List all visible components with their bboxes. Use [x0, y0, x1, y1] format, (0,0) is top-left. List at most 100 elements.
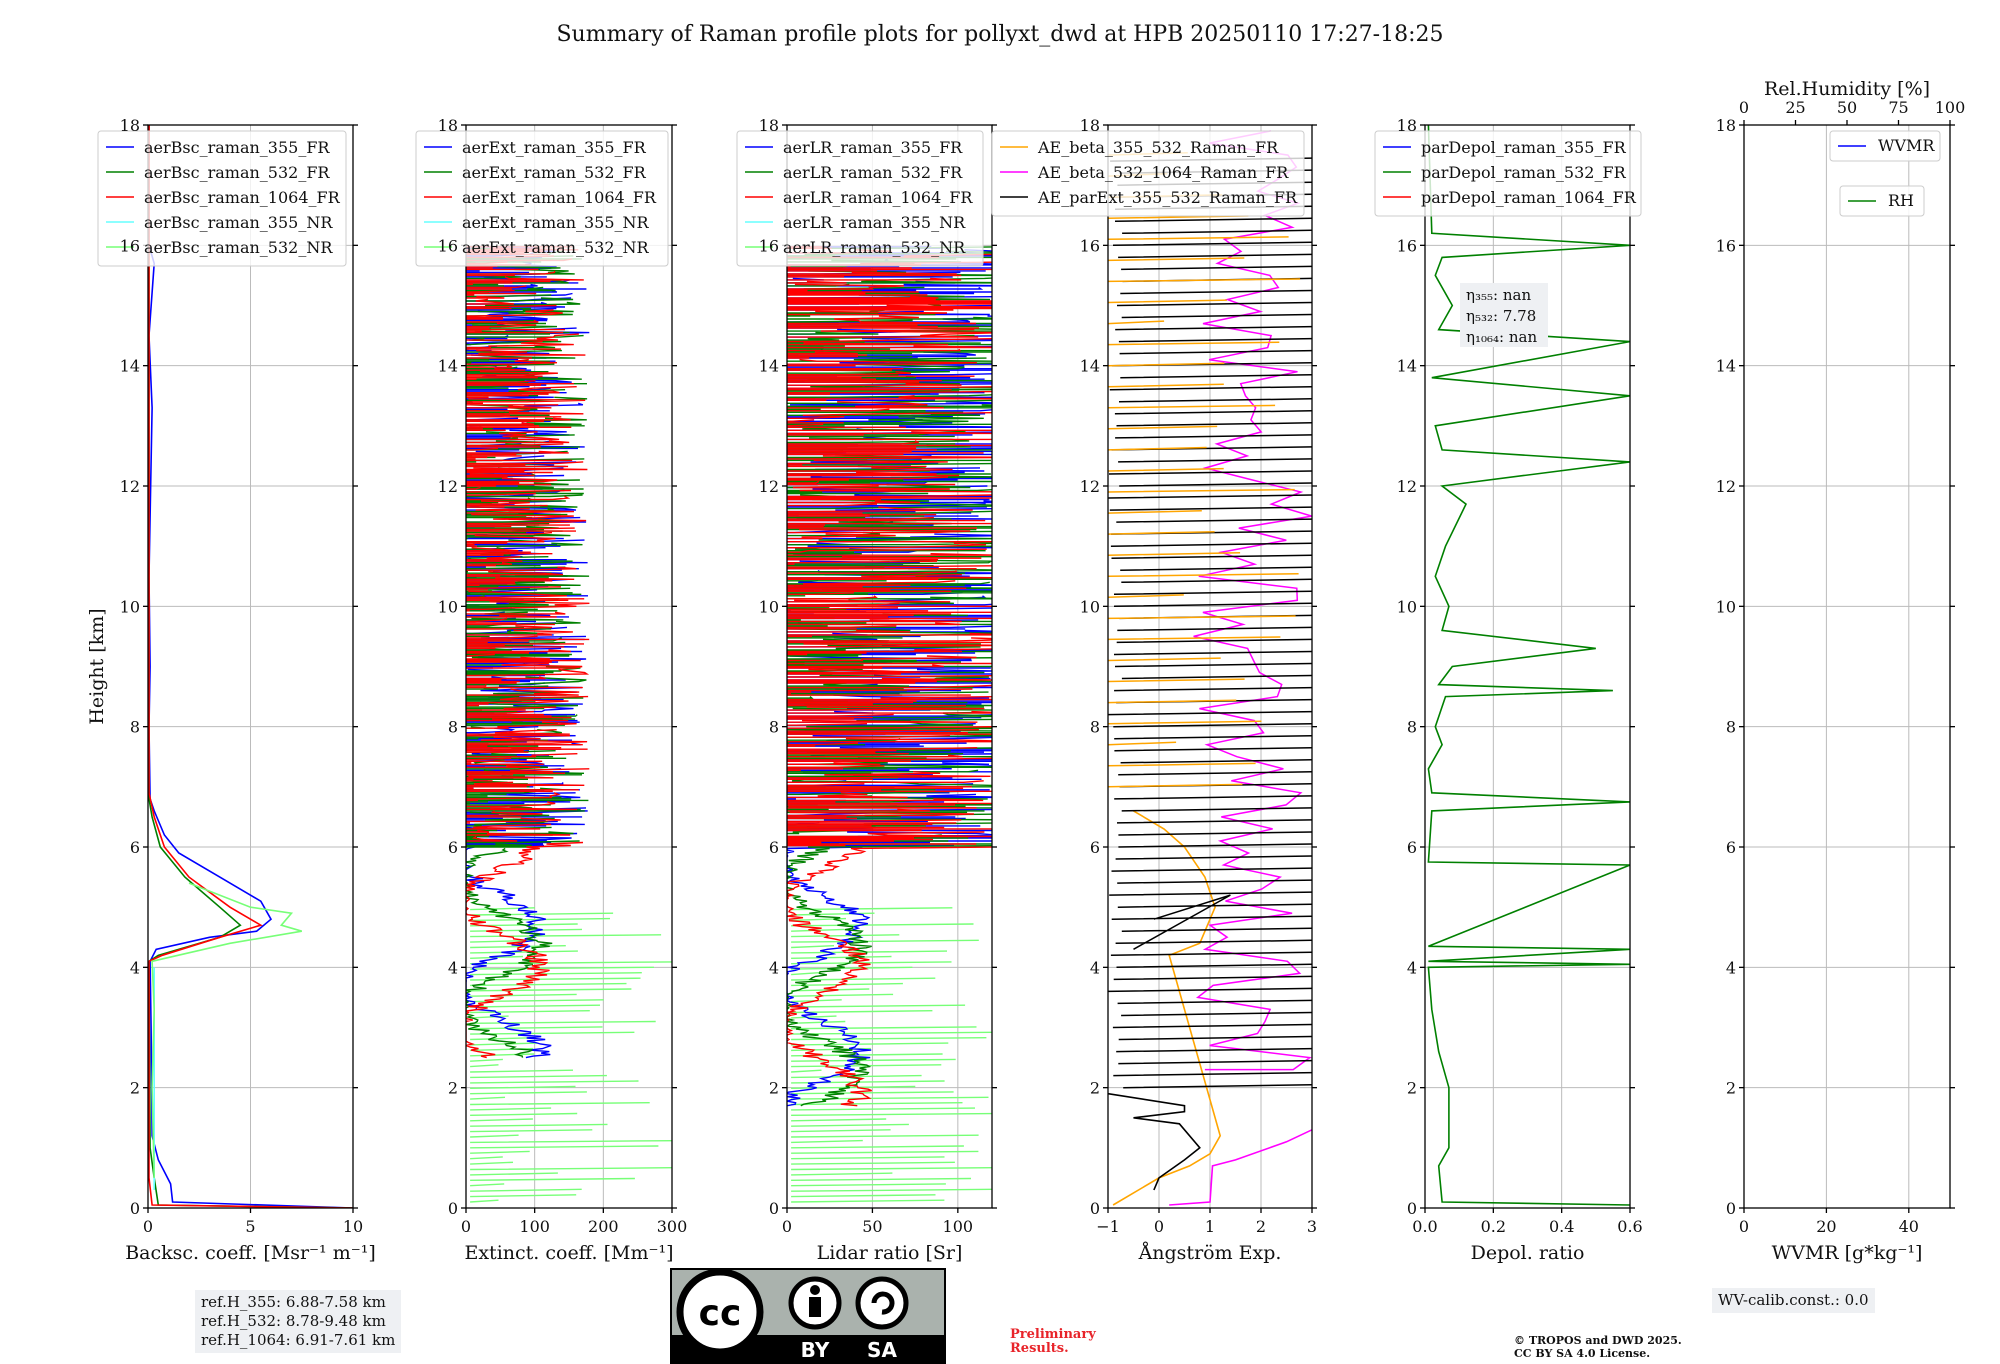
- legend-entry: aerBsc_raman_355_NR: [144, 213, 333, 232]
- by-label: BY: [801, 1338, 830, 1362]
- axes-frame: [1743, 124, 1951, 1209]
- legend: [1374, 130, 1642, 217]
- y-tick-label: 2: [1726, 1079, 1736, 1098]
- y-tick-label: 16: [1397, 236, 1417, 255]
- series-aerExt_raman_1064_FR: [466, 246, 590, 1059]
- y-tick-label: 14: [1716, 357, 1736, 376]
- y-tick-label: 4: [130, 958, 140, 977]
- x-tick-label: 50: [862, 1217, 882, 1236]
- x-axis-label: Depol. ratio: [1471, 1242, 1585, 1264]
- y-tick-label: 10: [438, 597, 458, 616]
- x-tick-label: 1: [1205, 1217, 1215, 1236]
- wv-calibration-box: WV-calib.const.: 0.0: [1712, 1288, 1875, 1313]
- y-tick-label: 6: [448, 838, 458, 857]
- y-tick-label: 16: [438, 236, 458, 255]
- x-tick-label: 2: [1256, 1217, 1266, 1236]
- y-tick-label: 10: [1716, 597, 1736, 616]
- panel-depolarization: [1374, 124, 1642, 1213]
- copyright-line-1: © TROPOS and DWD 2025.: [1514, 1334, 1682, 1347]
- y-tick-label: 12: [1716, 477, 1736, 496]
- legend-entry: aerLR_raman_532_FR: [783, 163, 963, 182]
- x-tick-label: 3: [1307, 1217, 1317, 1236]
- y-tick-label: 8: [448, 718, 458, 737]
- series-parDepol_raman_532_FR: [1427, 125, 1630, 1206]
- y-tick-label: 8: [1726, 718, 1736, 737]
- legend-entry: aerExt_raman_355_NR: [462, 213, 650, 232]
- wv-calib-text: WV-calib.const.: 0.0: [1718, 1291, 1869, 1309]
- y-tick-label: 2: [130, 1079, 140, 1098]
- legend-entry: aerBsc_raman_532_NR: [144, 238, 333, 257]
- series-AE_parExt_355_532_Raman_FR: [1108, 1092, 1201, 1191]
- x-tick-label: 0.6: [1617, 1217, 1642, 1236]
- y-tick-label: 6: [130, 838, 140, 857]
- y-tick-label: 14: [120, 357, 140, 376]
- x-tick-label: −1: [1096, 1217, 1120, 1236]
- x-tick-label: 0: [461, 1217, 471, 1236]
- panel-extinction: [415, 124, 677, 1213]
- y-tick-label: 8: [769, 718, 779, 737]
- ref-height-355: ref.H_355: 6.88-7.58 km: [201, 1293, 386, 1311]
- x-tick-label: 100: [943, 1217, 974, 1236]
- legend-entry: WVMR: [1878, 136, 1935, 155]
- top-tick-label: 50: [1837, 98, 1857, 117]
- x-tick-label: 0.0: [1412, 1217, 1437, 1236]
- series-AE_beta_532_1064_Raman_FR-upper: [1193, 130, 1312, 1071]
- legend: [1829, 130, 1941, 162]
- share-alike-icon: [855, 1276, 909, 1330]
- y-tick-label: 6: [1090, 838, 1100, 857]
- legend-entry: aerExt_raman_355_FR: [462, 138, 647, 157]
- legend-entry: parDepol_raman_355_FR: [1421, 138, 1627, 157]
- top-axis-label: Rel.Humidity [%]: [1764, 78, 1930, 100]
- y-tick-label: 10: [1397, 597, 1417, 616]
- x-axis-label: WVMR [g*kg⁻¹]: [1772, 1242, 1923, 1264]
- y-tick-label: 0: [130, 1199, 140, 1218]
- legend-entry: parDepol_raman_532_FR: [1421, 163, 1627, 182]
- x-tick-label: 10: [343, 1217, 363, 1236]
- y-tick-label: 18: [759, 116, 779, 135]
- y-tick-label: 2: [769, 1079, 779, 1098]
- x-tick-label: 200: [588, 1217, 619, 1236]
- legend: [1839, 185, 1925, 217]
- y-tick-label: 0: [1090, 1199, 1100, 1218]
- y-tick-label: 16: [120, 236, 140, 255]
- top-tick-label: 100: [1935, 98, 1966, 117]
- legend-entry: aerLR_raman_532_NR: [783, 238, 966, 257]
- ref-height-1064: ref.H_1064: 6.91-7.61 km: [201, 1331, 396, 1349]
- y-tick-label: 10: [759, 597, 779, 616]
- y-tick-label: 10: [1080, 597, 1100, 616]
- x-tick-label: 0: [782, 1217, 792, 1236]
- legend-entry: aerExt_raman_532_FR: [462, 163, 647, 182]
- panel-angstrom: [991, 124, 1317, 1213]
- y-tick-label: 12: [759, 477, 779, 496]
- y-tick-label: 16: [759, 236, 779, 255]
- series-AE_beta_532_1064_Raman_FR: [1169, 1129, 1312, 1206]
- y-tick-label: 0: [1726, 1199, 1736, 1218]
- cc-by-sa-badge: cc BY SA: [670, 1268, 946, 1364]
- y-tick-label: 16: [1080, 236, 1100, 255]
- figure-title: Summary of Raman profile plots for polly…: [556, 22, 1444, 47]
- x-tick-label: 0.2: [1481, 1217, 1506, 1236]
- axes-frame: [465, 124, 673, 1209]
- series-AE_beta_355_532_Raman_FR-upper: [1108, 151, 1301, 788]
- y-tick-label: 6: [1407, 838, 1417, 857]
- y-tick-label: 4: [769, 958, 779, 977]
- y-tick-label: 8: [1407, 718, 1417, 737]
- copyright-note: © TROPOS and DWD 2025. CC BY SA 4.0 Lice…: [1514, 1334, 1682, 1360]
- y-tick-label: 12: [1080, 477, 1100, 496]
- legend-entry: AE_beta_532_1064_Raman_FR: [1037, 163, 1289, 182]
- y-tick-label: 8: [130, 718, 140, 737]
- preliminary-note: Preliminary Results.: [1010, 1328, 1096, 1356]
- x-tick-label: 20: [1816, 1217, 1836, 1236]
- y-tick-label: 6: [769, 838, 779, 857]
- axes-frame: [786, 124, 993, 1209]
- series-aerBsc_raman_355_FR: [148, 125, 353, 1208]
- legend-entry: aerLR_raman_355_FR: [783, 138, 963, 157]
- legend-entry: AE_parExt_355_532_Raman_FR: [1037, 188, 1298, 207]
- x-axis-label: Extinct. coeff. [Mm⁻¹]: [464, 1242, 673, 1264]
- panel-wvmr: [1739, 120, 1955, 1213]
- eta-1064: η₁₀₆₄: nan: [1466, 328, 1537, 346]
- series-aerLR_raman_1064_FR: [787, 246, 992, 1107]
- series-AE_parExt_355_532_Raman_FR-upper: [1108, 157, 1312, 1089]
- x-tick-label: 5: [245, 1217, 255, 1236]
- y-tick-label: 4: [1090, 958, 1100, 977]
